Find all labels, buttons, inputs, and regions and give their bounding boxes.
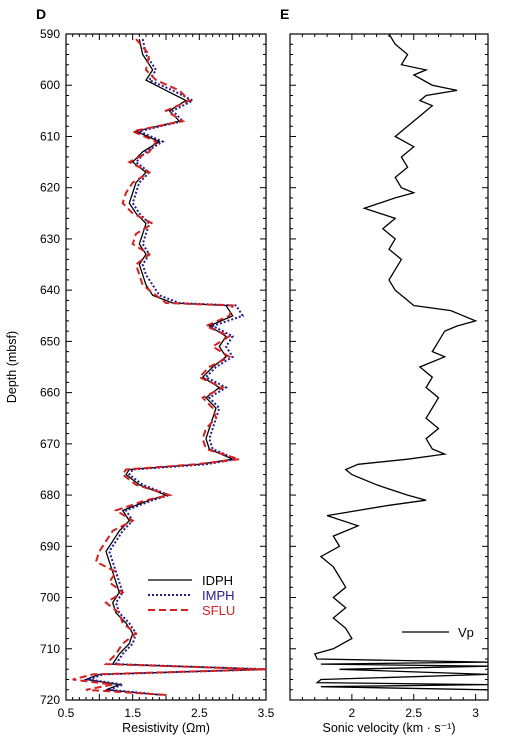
series-line-imph	[85, 38, 266, 696]
series-line-vp	[313, 34, 488, 691]
y-axis-title: Depth (mbsf)	[5, 331, 19, 403]
x-tick-label: 2	[349, 706, 356, 720]
y-tick-label: 710	[40, 642, 60, 656]
panel-d: 590 600 610 620 630 640 650 660 670 680 690 700 710 7…	[5, 6, 275, 735]
y-tick-label: 600	[40, 78, 60, 92]
series-line-sflu	[72, 38, 266, 696]
y-tick-label: 700	[40, 591, 60, 605]
x-tick-label: 1.5	[124, 706, 141, 720]
y-tick-label: 610	[40, 129, 60, 143]
x-axis-title: Resistivity (Ωm)	[122, 721, 210, 735]
plot-frame	[289, 33, 489, 701]
x-tick-label: 3	[472, 706, 479, 720]
legend-label-imph: IMPH	[202, 588, 235, 603]
legend-label-sflu: SFLU	[202, 603, 235, 618]
y-tick-label: 720	[40, 693, 60, 707]
y-tick-label: 650	[40, 334, 60, 348]
legend-label-idph: IDPH	[202, 573, 233, 588]
y-tick-label: 670	[40, 437, 60, 451]
legend-label-vp: Vp	[458, 625, 474, 640]
y-tick-label: 640	[40, 283, 60, 297]
panel-e: 2 2.5 3 Sonic velocity (km · s⁻¹) E Vp	[280, 6, 489, 735]
series-line-idph	[83, 38, 266, 696]
x-tick-label: 2.5	[405, 706, 422, 720]
x-tick-label: 3.5	[258, 706, 275, 720]
y-tick-label: 590	[40, 27, 60, 41]
y-tick-label: 680	[40, 488, 60, 502]
y-tick-label: 690	[40, 539, 60, 553]
panel-label: D	[36, 6, 46, 22]
y-tick-label: 660	[40, 386, 60, 400]
y-tick-label: 620	[40, 181, 60, 195]
x-axis-title: Sonic velocity (km · s⁻¹)	[322, 721, 455, 735]
x-tick-label: 2.5	[191, 706, 208, 720]
plot-frame	[65, 33, 267, 701]
x-tick-label: 0.5	[58, 706, 75, 720]
y-tick-label: 630	[40, 232, 60, 246]
panel-label: E	[280, 6, 289, 22]
